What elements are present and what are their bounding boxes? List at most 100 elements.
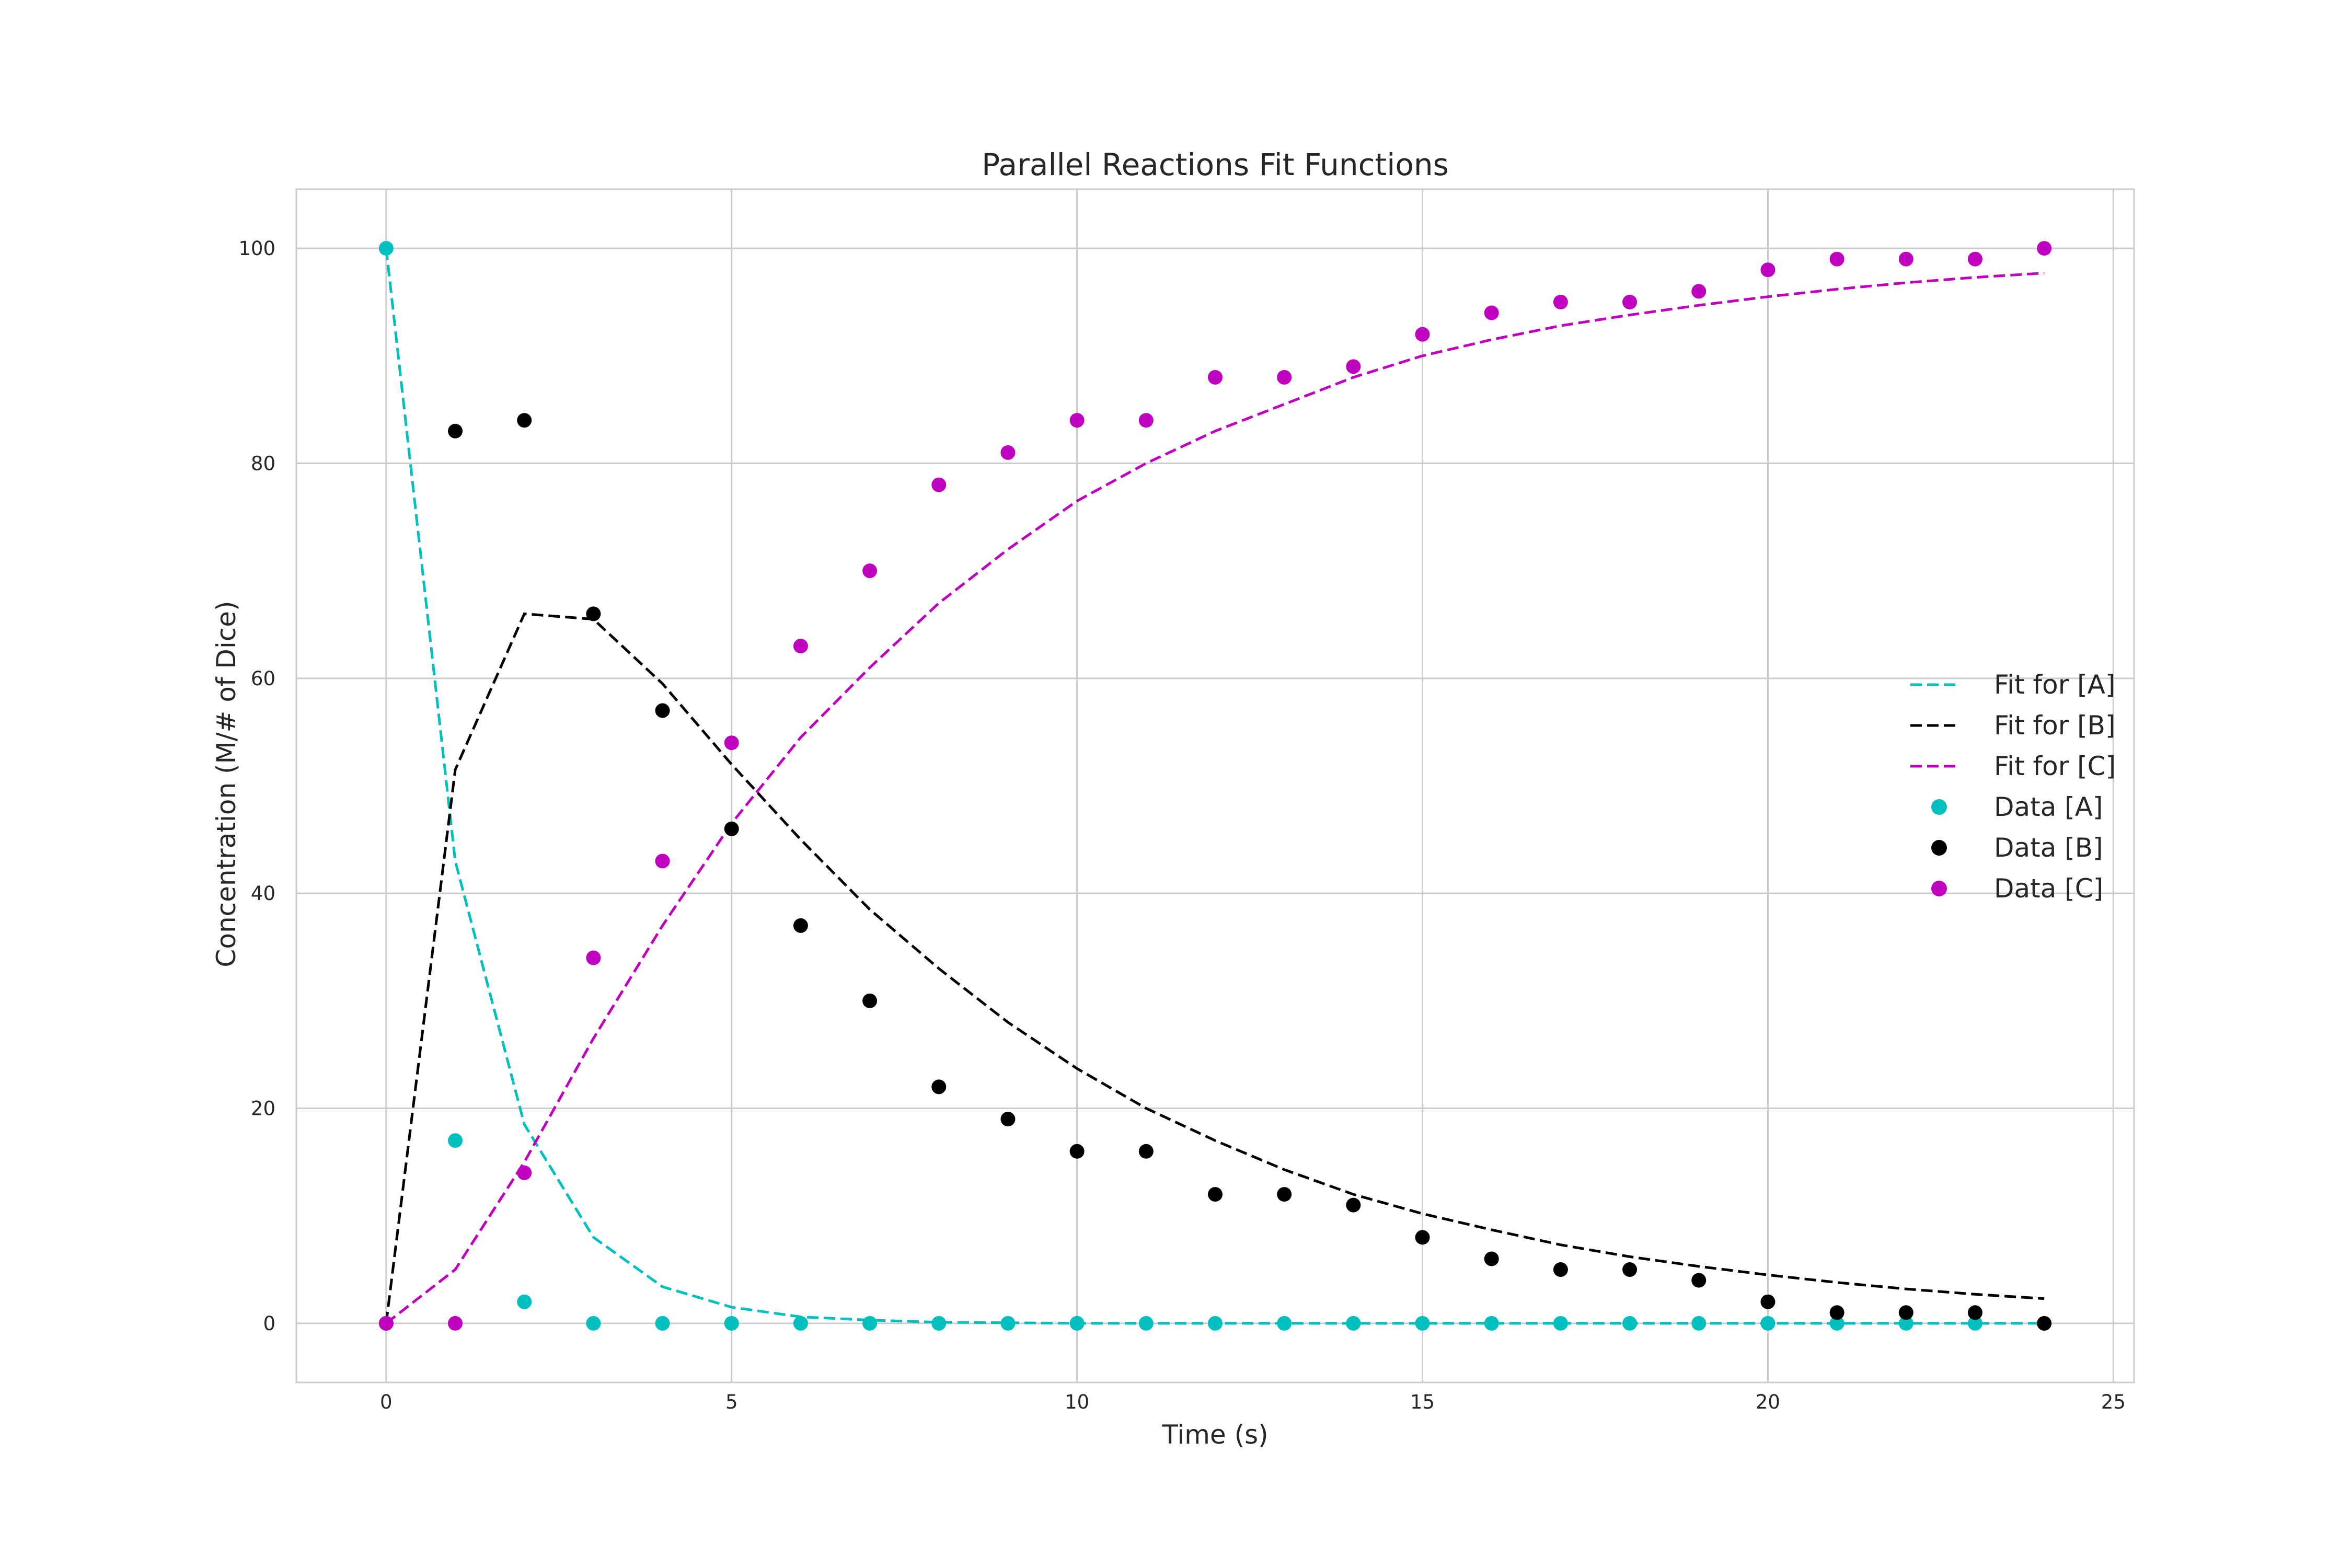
data-point-data-c xyxy=(2037,241,2052,256)
data-point-data-b xyxy=(1829,1305,1844,1320)
data-point-data-c xyxy=(862,563,878,579)
data-point-data-a xyxy=(1898,1316,1913,1331)
data-point-data-b xyxy=(862,993,878,1008)
data-point-data-a xyxy=(1760,1316,1775,1331)
legend-label-fit-for-c: Fit for [C] xyxy=(1994,751,2116,781)
x-tick-label: 25 xyxy=(2101,1391,2126,1413)
y-tick-label: 20 xyxy=(251,1098,275,1120)
data-point-data-a xyxy=(655,1316,670,1331)
x-tick-label: 5 xyxy=(725,1391,738,1413)
data-point-data-a xyxy=(1829,1316,1844,1331)
y-tick-label: 0 xyxy=(263,1312,275,1335)
data-point-data-a xyxy=(1553,1316,1568,1331)
data-point-data-a xyxy=(1069,1316,1085,1331)
data-point-data-c xyxy=(655,854,670,869)
data-point-data-b xyxy=(1691,1273,1707,1288)
data-point-data-b xyxy=(1069,1144,1085,1159)
data-point-data-c xyxy=(1000,445,1016,460)
data-point-data-c xyxy=(1415,327,1430,342)
series-line-fit-for-c xyxy=(385,271,2045,1324)
data-point-data-a xyxy=(793,1316,808,1331)
y-tick-label: 100 xyxy=(238,237,275,260)
data-point-data-a xyxy=(448,1133,463,1148)
data-point-data-c xyxy=(1277,370,1292,385)
x-tick-label: 20 xyxy=(1756,1391,1780,1413)
data-point-data-a xyxy=(931,1316,947,1331)
data-point-data-b xyxy=(1138,1144,1154,1159)
legend-label-data-c: Data [C] xyxy=(1994,873,2103,904)
legend-label-data-b: Data [B] xyxy=(1994,833,2103,863)
legend-label-fit-for-a: Fit for [A] xyxy=(1994,670,2115,700)
data-point-data-c xyxy=(931,477,947,492)
y-axis-label: Concentration (M/# of Dice) xyxy=(211,601,241,967)
data-point-data-a xyxy=(1346,1316,1361,1331)
data-point-data-b xyxy=(1622,1262,1638,1277)
data-point-data-b xyxy=(517,413,532,428)
x-tick-label: 10 xyxy=(1065,1391,1089,1413)
plot-frame xyxy=(295,188,2135,1383)
legend-label-data-a: Data [A] xyxy=(1994,792,2103,822)
data-point-data-c xyxy=(1208,370,1223,385)
data-point-data-c xyxy=(517,1165,532,1180)
legend-swatch-data-c xyxy=(1931,881,1947,896)
data-point-data-b xyxy=(1553,1262,1568,1277)
data-point-data-c xyxy=(1069,413,1085,428)
data-point-data-b xyxy=(1208,1187,1223,1202)
data-point-data-b xyxy=(793,918,808,933)
data-point-data-c xyxy=(793,639,808,654)
data-point-data-c xyxy=(1346,359,1361,374)
data-point-data-c xyxy=(586,950,601,965)
data-point-data-a xyxy=(517,1294,532,1309)
legend-swatch-data-b xyxy=(1931,840,1947,856)
data-point-data-b xyxy=(1898,1305,1913,1320)
data-point-data-a xyxy=(1208,1316,1223,1331)
data-point-data-a xyxy=(1622,1316,1638,1331)
data-point-data-a xyxy=(1415,1316,1430,1331)
data-point-data-b xyxy=(724,821,739,836)
data-point-data-a xyxy=(862,1316,878,1331)
data-point-data-a xyxy=(1000,1316,1016,1331)
data-point-data-b xyxy=(1484,1251,1499,1266)
data-point-data-b xyxy=(1277,1187,1292,1202)
data-point-data-c xyxy=(448,1316,463,1331)
data-point-data-b xyxy=(586,606,601,621)
legend: Fit for [A] Fit for [B] Fit for [C] Data [A… xyxy=(1910,670,2116,904)
data-point-data-a xyxy=(1277,1316,1292,1331)
legend-label-fit-for-b: Fit for [B] xyxy=(1994,710,2115,741)
data-point-data-c xyxy=(1691,284,1707,299)
grid xyxy=(296,189,2134,1382)
data-point-data-c xyxy=(1760,262,1775,278)
data-point-data-a xyxy=(1484,1316,1499,1331)
y-tick-label: 40 xyxy=(251,882,275,905)
data-point-data-a xyxy=(1967,1316,1982,1331)
y-tick-label: 80 xyxy=(251,452,275,475)
x-axis-label: Time (s) xyxy=(1161,1420,1268,1450)
data-point-data-c xyxy=(1484,305,1499,320)
data-point-data-c xyxy=(1898,251,1913,267)
chart-title: Parallel Reactions Fit Functions xyxy=(982,147,1449,182)
series-line-fit-for-b xyxy=(385,612,2045,1324)
data-point-data-a xyxy=(1691,1316,1707,1331)
data-point-data-c xyxy=(1553,294,1568,309)
data-point-data-b xyxy=(1346,1197,1361,1213)
data-point-data-b xyxy=(1000,1112,1016,1127)
y-tick-label: 60 xyxy=(251,667,275,690)
x-tick-label: 15 xyxy=(1410,1391,1435,1413)
data-point-data-c xyxy=(724,735,739,751)
data-point-data-b xyxy=(1967,1305,1982,1320)
data-point-data-c xyxy=(1622,294,1638,309)
data-point-data-c xyxy=(1138,413,1154,428)
data-point-data-b xyxy=(1760,1294,1775,1309)
data-point-data-c xyxy=(1829,251,1844,267)
legend-swatch-data-a xyxy=(1931,799,1947,815)
data-point-data-c xyxy=(1967,251,1982,267)
data-point-data-c xyxy=(378,1316,394,1331)
data-points xyxy=(378,241,2052,1331)
data-point-data-b xyxy=(655,703,670,718)
data-point-data-b xyxy=(2037,1316,2052,1331)
data-point-data-b xyxy=(448,423,463,439)
data-point-data-a xyxy=(724,1316,739,1331)
data-point-data-b xyxy=(1415,1230,1430,1245)
